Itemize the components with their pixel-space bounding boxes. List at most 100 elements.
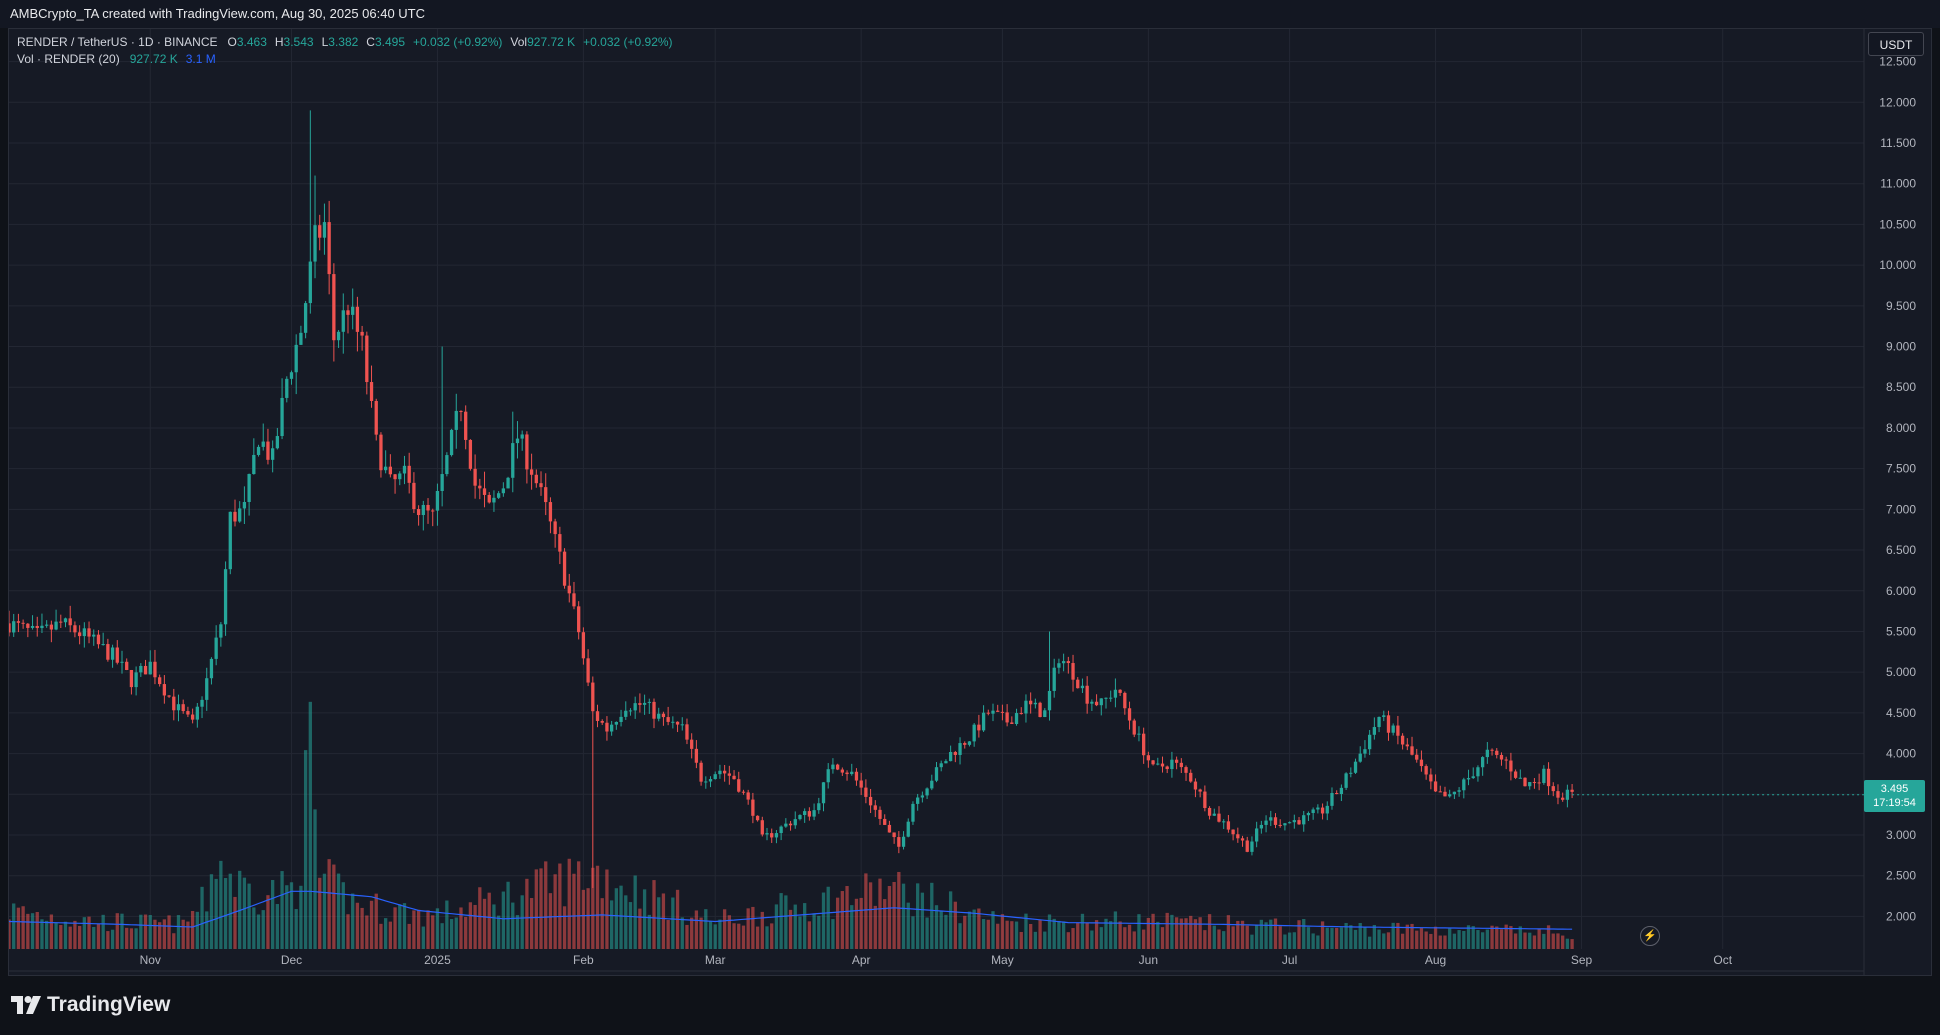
volume-bar (1344, 923, 1348, 949)
candle-body (1363, 749, 1367, 754)
x-tick-label: Jun (1139, 953, 1158, 967)
x-tick-label: Aug (1425, 953, 1446, 967)
candle-body (892, 832, 896, 838)
volume-bar (944, 914, 948, 949)
candle-body (341, 310, 345, 332)
volume-bar (1217, 929, 1221, 949)
candle-body (1561, 797, 1565, 800)
candle-body (1320, 807, 1325, 814)
candle-body (101, 644, 105, 646)
open-value: 3.463 (236, 35, 267, 49)
volume-bar (351, 893, 355, 949)
candle-body (807, 811, 812, 817)
volume-bar (1353, 929, 1358, 949)
volume-bar (699, 917, 703, 949)
volume-bar (704, 909, 708, 949)
close-value: 3.495 (374, 35, 405, 49)
candle-body (332, 274, 336, 341)
candle-body (1217, 813, 1221, 822)
candle-body (172, 696, 176, 711)
candle-body (1170, 759, 1174, 770)
volume-bar (934, 905, 939, 949)
candle-body (1443, 791, 1447, 797)
volume-bar (746, 908, 750, 949)
volume-bar (562, 906, 567, 949)
currency-button[interactable]: USDT (1868, 32, 1924, 56)
volume-bar (435, 908, 440, 949)
candle-body (1424, 766, 1428, 775)
vol-value: 927.72 K (527, 35, 576, 49)
candle-body (327, 222, 331, 275)
lightning-bolt-icon[interactable]: ⚡ (1640, 926, 1660, 946)
candle-body (803, 811, 807, 816)
chart-caption: AMBCrypto_TA created with TradingView.co… (0, 0, 1940, 28)
candle-body (1080, 685, 1085, 689)
volume-indicator-title[interactable]: Vol · RENDER (20) (17, 52, 120, 66)
volume-bar (1123, 927, 1127, 949)
candle-body (92, 634, 96, 637)
volume-bar (77, 925, 82, 949)
volume-bar (1325, 927, 1329, 949)
candle-body (153, 661, 157, 678)
volume-bar (1142, 929, 1146, 949)
volume-bar (760, 911, 764, 949)
y-tick-label: 8.500 (1886, 380, 1916, 394)
candle-body (1382, 715, 1386, 717)
volume-bar (1066, 932, 1070, 949)
symbol-title[interactable]: RENDER / TetherUS · 1D · BINANCE (17, 35, 218, 49)
candle-body (680, 724, 684, 726)
candle-body (765, 833, 769, 835)
candle-body (981, 712, 986, 731)
volume-bar (567, 858, 571, 949)
candle-body (289, 372, 294, 379)
volume-bar (628, 902, 633, 949)
volume-bar (511, 902, 515, 949)
volume-bar (817, 915, 821, 949)
candle-body (925, 788, 929, 796)
chart-area[interactable]: 2.0002.5003.0003.5004.0004.5005.0005.500… (8, 28, 1932, 976)
volume-bar (515, 915, 520, 949)
candle-body (487, 494, 491, 503)
volume-bar (63, 921, 68, 949)
candle-body (468, 439, 473, 469)
candle-body (374, 401, 378, 435)
volume-bar (1542, 933, 1546, 949)
volume-bar (981, 919, 986, 949)
volume-bar (887, 886, 892, 949)
volume-bar (1396, 922, 1400, 949)
candle-body (1429, 774, 1433, 782)
volume-bar (322, 873, 327, 949)
candle-body (1240, 838, 1245, 841)
candle-body (515, 438, 520, 444)
volume-bar (1485, 929, 1489, 949)
volume-bar (398, 904, 402, 949)
volume-bar (732, 923, 736, 949)
candle-body (529, 469, 534, 475)
volume-bar (54, 922, 58, 949)
candle-body (1160, 763, 1165, 767)
volume-bar (911, 916, 915, 949)
candle-body (299, 332, 303, 345)
volume-bar (167, 915, 171, 949)
volume-bar (200, 886, 204, 949)
candle-body (948, 752, 953, 762)
y-tick-label: 7.500 (1886, 462, 1916, 476)
candle-body (996, 710, 1000, 712)
volume-bar (487, 892, 491, 949)
vol-label: Vol (510, 35, 528, 49)
tradingview-logo[interactable]: TradingView (11, 993, 170, 1017)
candle-body (45, 624, 49, 626)
volume-bar (1537, 928, 1541, 949)
volume-bar (59, 925, 63, 949)
candle-body (817, 803, 821, 811)
candle-body (1019, 713, 1023, 715)
candle-body (416, 509, 421, 516)
candle-body (1047, 690, 1052, 711)
price-chart-svg[interactable]: 2.0002.5003.0003.5004.0004.5005.0005.500… (9, 29, 1931, 975)
candle-body (864, 787, 868, 797)
volume-bar (1029, 923, 1033, 949)
candle-body (868, 796, 873, 806)
candle-body (977, 724, 981, 731)
candle-body (106, 644, 110, 660)
candle-body (96, 634, 101, 645)
